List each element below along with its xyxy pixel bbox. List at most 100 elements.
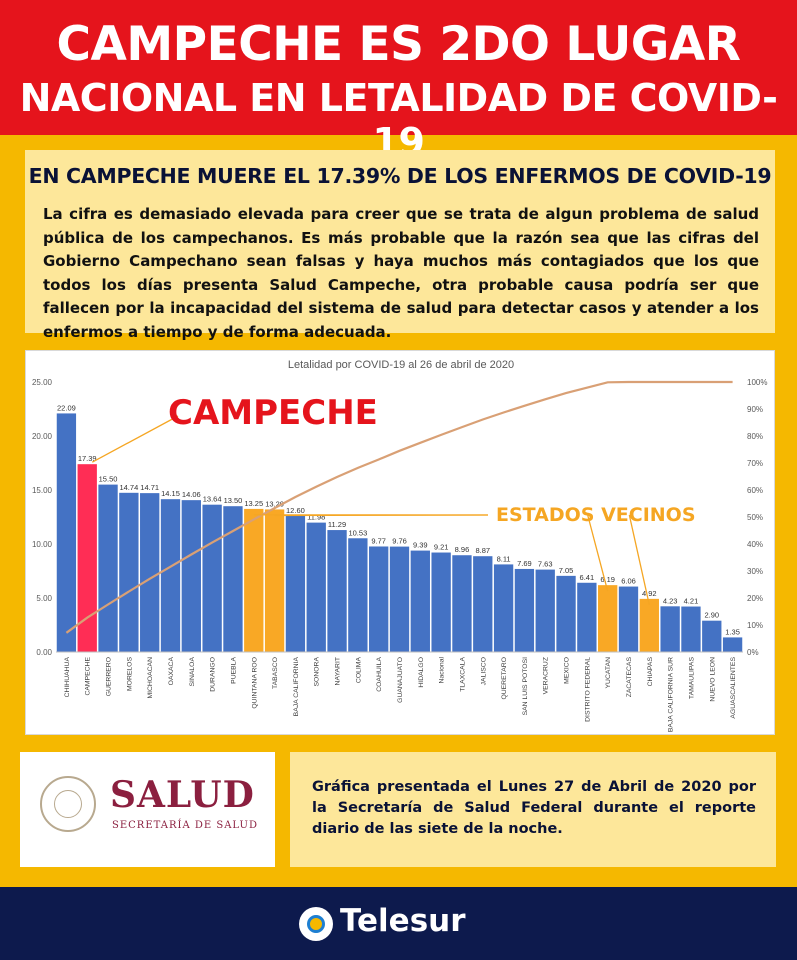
caption-text: Gráfica presentada el Lunes 27 de Abril … xyxy=(312,779,756,837)
bar-value-label: 22.09 xyxy=(57,403,76,412)
salud-logo-box: SALUD SECRETARÍA DE SALUD xyxy=(20,752,275,867)
bar-value-label: 13.64 xyxy=(203,495,222,504)
bar-value-label: 14.74 xyxy=(119,483,138,492)
cumulative-line xyxy=(65,380,733,634)
bar xyxy=(56,413,77,652)
y2-tick-label: 0% xyxy=(747,648,759,657)
bar-value-label: 9.76 xyxy=(392,537,407,546)
bar xyxy=(140,493,160,652)
chart-title: Letalidad por COVID-19 al 26 de abril de… xyxy=(288,359,514,371)
telesur-logo-icon xyxy=(299,907,333,941)
intro-box: EN CAMPECHE MUERE EL 17.39% DE LOS ENFER… xyxy=(25,150,775,341)
bar xyxy=(181,500,201,652)
bar-value-label: 1.35 xyxy=(725,627,740,636)
neighbors-annotation: ESTADOS VECINOS xyxy=(496,504,696,526)
bar xyxy=(681,606,701,652)
header-banner: CAMPECHE ES 2DO LUGAR NACIONAL EN LETALI… xyxy=(0,0,797,164)
category-label: DURANGO xyxy=(210,657,217,692)
category-label: CHIHUAHUA xyxy=(64,657,71,698)
bar xyxy=(722,637,743,652)
bar xyxy=(514,568,535,652)
bar-value-label: 13.25 xyxy=(244,499,263,508)
campeche-annotation: CAMPECHE xyxy=(168,393,378,433)
y2-tick-label: 80% xyxy=(747,432,763,441)
category-label: AGUASCALIENTES xyxy=(730,657,737,719)
bar-value-label: 14.15 xyxy=(161,489,180,498)
category-label: COLIMA xyxy=(355,657,362,684)
bar-value-label: 13.20 xyxy=(265,499,284,508)
bar-value-label: 4.92 xyxy=(642,589,657,598)
bar-value-label: 9.77 xyxy=(371,536,386,545)
neighbors-pointer xyxy=(587,514,609,592)
category-label: BAJA CALIFORNIA SUR xyxy=(668,657,675,732)
caption-box: Gráfica presentada el Lunes 27 de Abril … xyxy=(290,752,776,867)
bar xyxy=(77,464,97,652)
bar xyxy=(598,585,618,652)
category-label: JALISCO xyxy=(480,657,487,685)
bar-value-label: 9.39 xyxy=(413,541,428,550)
bar xyxy=(160,499,181,652)
bar-value-label: 12.60 xyxy=(286,506,305,515)
category-label: NAYARIT xyxy=(335,657,342,685)
y2-tick-label: 60% xyxy=(747,486,763,495)
bar xyxy=(535,569,555,652)
y2-tick-label: 30% xyxy=(747,567,763,576)
category-label: SINALOA xyxy=(189,657,196,687)
category-label: VERACRUZ xyxy=(543,657,550,694)
bar xyxy=(98,484,118,652)
category-label: CAMPECHE xyxy=(85,657,92,696)
bar-value-label: 15.50 xyxy=(99,475,118,484)
category-label: QUINTANA ROO xyxy=(251,657,258,709)
bar-value-label: 2.90 xyxy=(704,611,719,620)
bar xyxy=(702,620,722,652)
category-label: MEXICO xyxy=(564,657,571,684)
category-label: DISTRITO FEDERAL xyxy=(584,657,591,722)
bar-value-label: 6.19 xyxy=(600,575,615,584)
bar xyxy=(556,575,576,652)
chart-panel: Letalidad por COVID-19 al 26 de abril de… xyxy=(25,350,775,735)
bar xyxy=(618,586,639,652)
bar-value-label: 14.06 xyxy=(182,490,201,499)
lethality-chart: Letalidad por COVID-19 al 26 de abril de… xyxy=(32,359,768,732)
bar xyxy=(410,550,430,652)
government-seal-icon xyxy=(40,776,96,832)
category-label: GUERRERO xyxy=(106,657,113,696)
bar xyxy=(306,522,326,652)
category-label: ZACATECAS xyxy=(626,657,633,698)
category-label: GUANAJUATO xyxy=(397,657,404,703)
salud-logo-subtitle: SECRETARÍA DE SALUD xyxy=(112,820,258,831)
category-label: CHIAPAS xyxy=(647,657,654,687)
category-label: TLAXCALA xyxy=(459,657,466,692)
bar-value-label: 11.29 xyxy=(328,520,346,529)
bar-value-label: 4.21 xyxy=(684,597,699,606)
category-label: OAXACA xyxy=(168,657,175,686)
category-label: MORELOS xyxy=(126,657,133,691)
category-label: NUEVO LEON xyxy=(709,657,716,702)
y-tick-label: 5.00 xyxy=(36,594,52,603)
y-tick-label: 25.00 xyxy=(32,378,53,387)
bar xyxy=(389,546,410,652)
bar xyxy=(369,546,389,652)
bar-value-label: 8.87 xyxy=(475,546,490,555)
bar xyxy=(202,504,222,652)
bar-value-label: 8.96 xyxy=(455,545,470,554)
category-label: COAHUILA xyxy=(376,657,383,692)
intro-title: EN CAMPECHE MUERE EL 17.39% DE LOS ENFER… xyxy=(28,164,772,188)
campeche-pointer xyxy=(91,415,179,463)
y2-tick-label: 70% xyxy=(747,459,763,468)
y-tick-label: 20.00 xyxy=(32,432,53,441)
salud-logo-text: SALUD xyxy=(110,774,255,816)
bar xyxy=(577,582,597,652)
category-label: YUCATAN xyxy=(605,657,612,689)
headline-line-2: NACIONAL EN LETALIDAD DE COVID-19 xyxy=(19,76,778,164)
bar-value-label: 6.06 xyxy=(621,577,636,586)
category-label: BAJA CALIFORNIA xyxy=(293,657,300,717)
neighbors-pointer xyxy=(628,514,650,606)
y2-tick-label: 40% xyxy=(747,540,763,549)
bar xyxy=(639,598,659,652)
bar-value-label: 4.23 xyxy=(663,596,678,605)
bar xyxy=(452,555,472,652)
telesur-brand: Telesur xyxy=(340,903,466,939)
y-tick-label: 10.00 xyxy=(32,540,53,549)
bar xyxy=(119,492,139,652)
